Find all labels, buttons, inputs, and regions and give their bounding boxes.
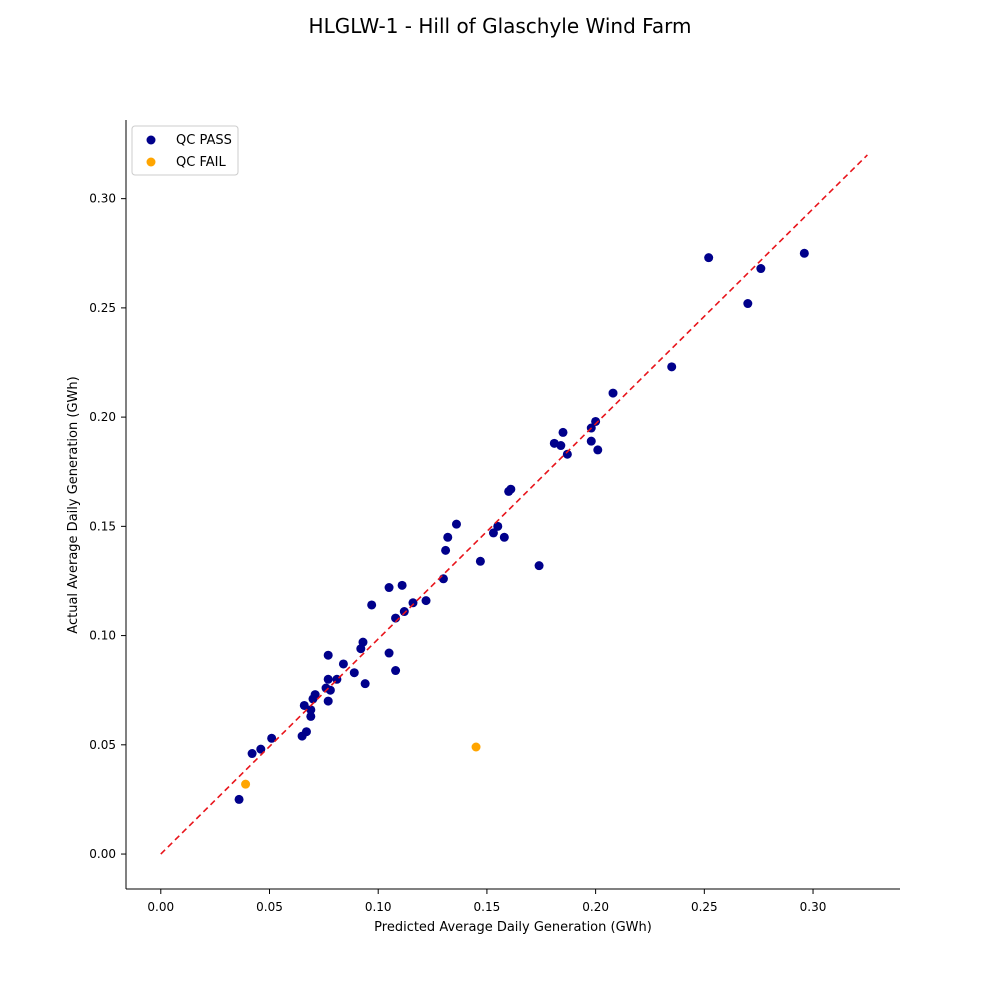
y-tick-label: 0.15 <box>89 519 116 533</box>
data-point-qc-pass <box>306 705 316 715</box>
data-point-qc-pass <box>360 679 370 689</box>
data-point-qc-pass <box>586 436 596 446</box>
data-point-qc-fail <box>241 779 251 789</box>
axes: 0.00 0.05 0.10 0.15 0.20 0.25 0.30 0.00 0.05 0.10… <box>89 120 900 914</box>
data-point-qc-pass <box>799 248 809 258</box>
x-tick-label: 0.15 <box>474 900 501 914</box>
data-point-qc-pass <box>591 416 601 426</box>
plot-area <box>160 154 868 855</box>
data-point-qc-pass <box>756 264 766 274</box>
y-tick-label: 0.05 <box>89 738 116 752</box>
data-point-qc-pass <box>534 561 544 571</box>
data-point-qc-pass <box>384 583 394 593</box>
y-tick-label: 0.25 <box>89 301 116 315</box>
data-point-qc-pass <box>704 253 714 263</box>
data-point-qc-pass <box>299 700 309 710</box>
legend-box <box>131 125 239 176</box>
data-point-qc-pass <box>608 388 618 398</box>
legend-label-qc-fail: QC FAIL <box>176 155 226 170</box>
legend-marker-qc-fail <box>146 157 156 167</box>
data-point-qc-pass <box>358 637 368 647</box>
data-point-qc-pass <box>451 519 461 529</box>
data-point-qc-pass <box>397 580 407 590</box>
x-axis-label: Predicted Average Daily Generation (GWh) <box>374 920 652 935</box>
data-point-qc-pass <box>384 648 394 658</box>
data-point-qc-pass <box>556 441 566 451</box>
data-point-qc-pass <box>421 596 431 606</box>
y-tick-label: 0.20 <box>89 410 116 424</box>
data-point-qc-pass <box>323 650 333 660</box>
data-point-qc-pass <box>256 744 266 754</box>
data-point-qc-pass <box>443 532 453 542</box>
data-point-qc-pass <box>493 521 503 531</box>
data-point-qc-pass <box>408 598 418 608</box>
data-point-qc-pass <box>558 427 568 437</box>
x-tick-label: 0.25 <box>691 900 718 914</box>
data-point-qc-pass <box>499 532 509 542</box>
y-axis-label: Actual Average Daily Generation (GWh) <box>66 376 81 633</box>
data-point-qc-pass <box>488 528 498 538</box>
data-point-qc-pass <box>441 545 451 555</box>
x-tick-label: 0.10 <box>365 900 392 914</box>
data-point-qc-pass <box>506 484 516 494</box>
y-tick-label: 0.10 <box>89 629 116 643</box>
data-point-qc-fail <box>471 742 481 752</box>
data-point-qc-pass <box>323 696 333 706</box>
x-tick-label: 0.20 <box>582 900 609 914</box>
data-point-qc-pass <box>562 449 572 459</box>
data-point-qc-pass <box>247 749 257 759</box>
data-point-qc-pass <box>399 607 409 617</box>
data-point-qc-pass <box>301 727 311 737</box>
data-point-qc-pass <box>743 299 753 309</box>
data-point-qc-pass <box>310 690 320 700</box>
data-point-qc-pass <box>438 574 448 584</box>
y-tick-label: 0.00 <box>89 847 116 861</box>
data-point-qc-pass <box>338 659 348 669</box>
legend: QC PASS QC FAIL <box>131 125 239 176</box>
data-point-qc-pass <box>234 794 244 804</box>
data-point-qc-pass <box>349 668 359 678</box>
y-tick-label: 0.30 <box>89 192 116 206</box>
data-point-qc-pass <box>593 445 603 455</box>
x-tick-label: 0.00 <box>147 900 174 914</box>
data-point-qc-pass <box>475 556 485 566</box>
data-point-qc-pass <box>306 711 316 721</box>
reference-line <box>160 154 868 855</box>
x-tick-label: 0.30 <box>800 900 827 914</box>
data-point-qc-pass <box>267 733 277 743</box>
data-point-qc-pass <box>323 674 333 684</box>
chart-title: HLGLW-1 - Hill of Glaschyle Wind Farm <box>308 14 692 38</box>
data-point-qc-pass <box>667 362 677 372</box>
data-point-qc-pass <box>367 600 377 610</box>
legend-label-qc-pass: QC PASS <box>176 133 232 148</box>
x-tick-label: 0.05 <box>256 900 283 914</box>
legend-marker-qc-pass <box>146 135 156 145</box>
data-point-qc-pass <box>391 666 401 676</box>
